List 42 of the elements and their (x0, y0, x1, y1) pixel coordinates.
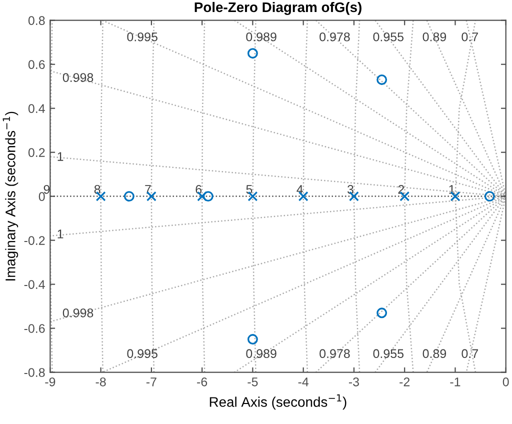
x-tick-label: -5 (248, 378, 258, 386)
annotation: 0.995 (127, 349, 158, 358)
annotation: 5 (246, 185, 252, 194)
y-axis-title: Imaginary Axis (seconds$^{−1}$) (2, 112, 18, 280)
annotation: 8 (94, 184, 100, 194)
chart-title: Pole-Zero Diagram ofG(s) (194, 2, 362, 15)
y-tick-label: -0.8 (24, 368, 45, 377)
x-tick-label: -7 (146, 378, 156, 386)
annotation: 4 (296, 185, 303, 194)
x-tick-label: -4 (298, 378, 309, 386)
annotation: 1 (58, 230, 64, 238)
x-tick-label: -6 (197, 377, 208, 386)
x-axis-title: Real Axis (seconds$^{−1}$) (210, 394, 346, 410)
annotation: 0.955 (373, 32, 404, 42)
x-tick-label: -3 (348, 377, 359, 386)
x-tick-label: -2 (400, 377, 410, 386)
annotation: 1 (58, 152, 64, 161)
y-tick-label: -0.4 (24, 280, 45, 289)
annotation: 0.989 (246, 32, 276, 42)
y-tick-label: -0.6 (24, 324, 45, 333)
annotation: 0.989 (246, 349, 276, 358)
x-tick-label: -8 (96, 377, 106, 386)
annotation: 0.7 (462, 32, 478, 42)
annotation: 0.995 (127, 32, 158, 42)
annotation: 0.978 (320, 32, 350, 42)
x-tick-label: -1 (450, 378, 460, 386)
annotation: 0.978 (320, 349, 350, 358)
y-tick-label: 0.8 (28, 16, 45, 26)
annotation: 0.7 (462, 349, 478, 358)
annotation: 0.955 (373, 349, 404, 358)
y-tick-label: 0.4 (28, 104, 45, 113)
annotation: 0.89 (422, 32, 446, 42)
annotation: 0.998 (62, 73, 94, 82)
y-tick-label: 0.6 (28, 60, 45, 69)
annotation: 9 (44, 184, 50, 194)
y-tick-label: 0.2 (28, 148, 45, 157)
x-tick-label: 0 (502, 377, 509, 386)
y-tick-label: 0 (38, 192, 45, 201)
annotation: 0.89 (422, 349, 446, 358)
annotation: 0.998 (62, 308, 94, 318)
x-tick-label: -9 (45, 377, 56, 386)
y-tick-label: -0.2 (24, 236, 45, 245)
